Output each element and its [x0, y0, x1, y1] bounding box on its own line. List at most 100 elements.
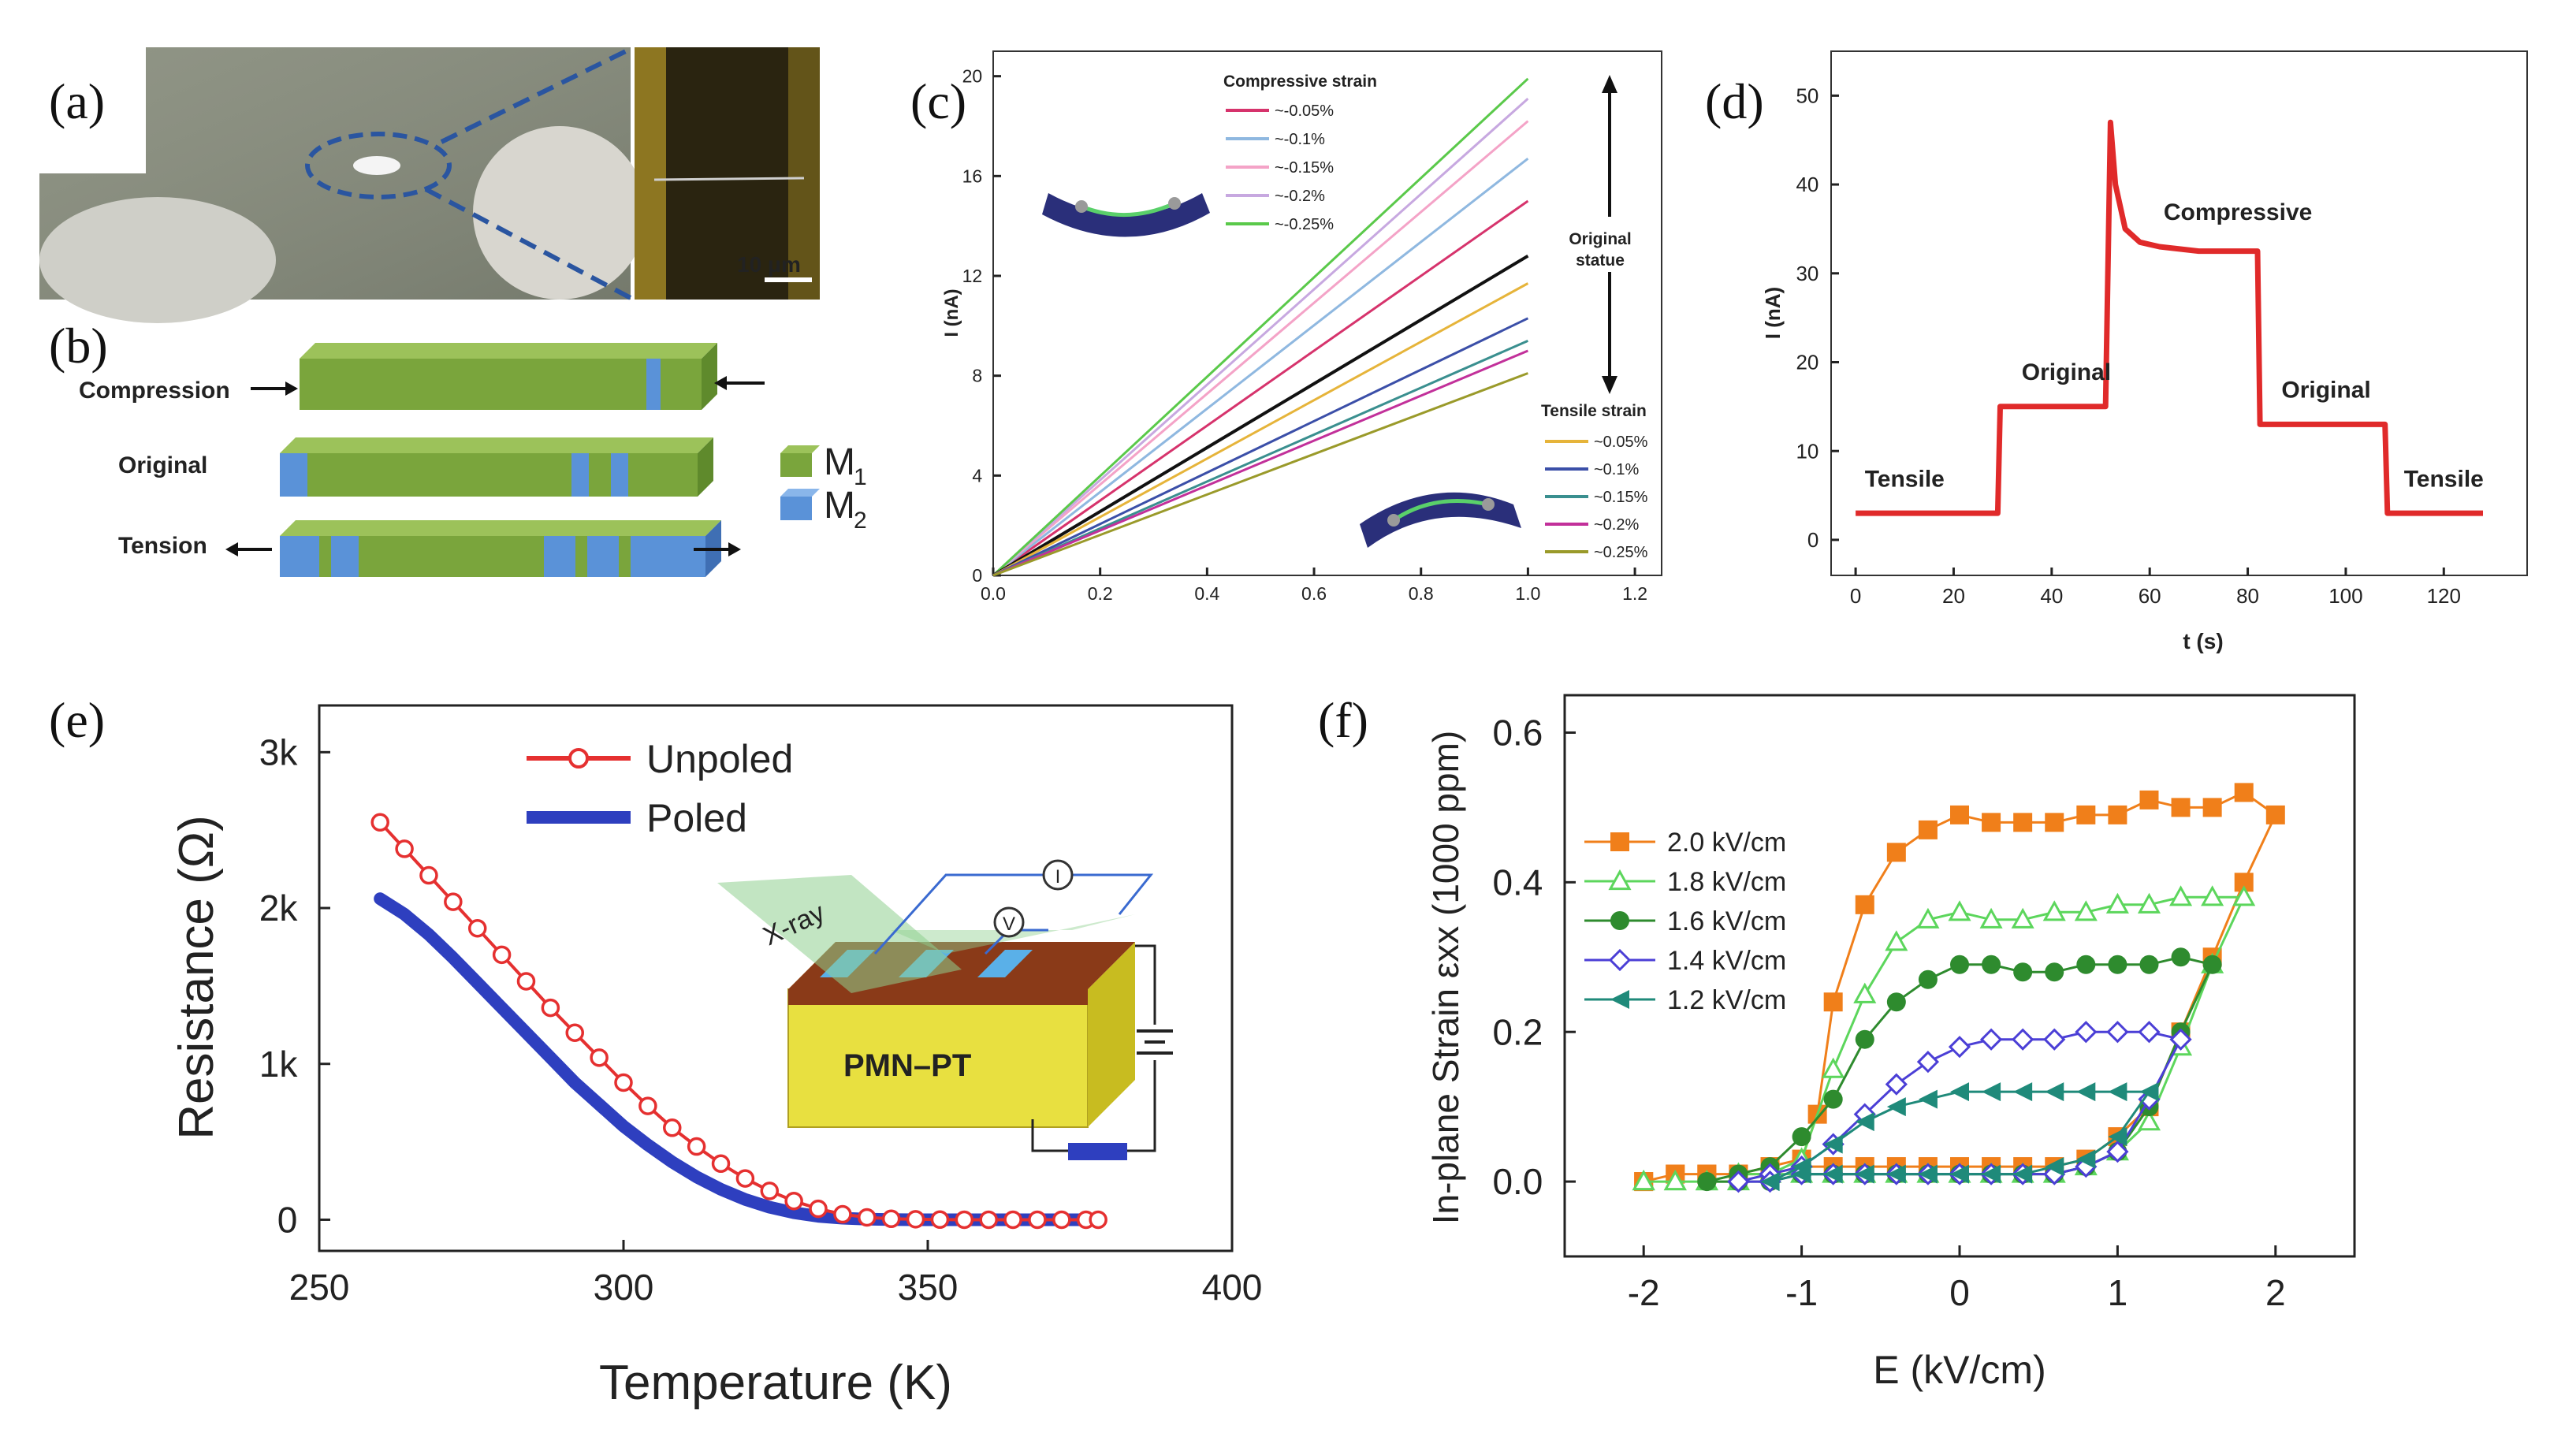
data-point — [2045, 813, 2064, 832]
y-tick-label: 20 — [962, 66, 983, 87]
data-point — [1886, 843, 1906, 862]
series-line — [1644, 895, 2247, 1183]
y-tick-label: 20 — [1796, 351, 1818, 374]
legend-label: 2.0 kV/cm — [1667, 828, 1786, 858]
data-point — [2012, 1028, 2034, 1051]
data-point — [1727, 1170, 1750, 1193]
legend-label: ~-0.1% — [1275, 131, 1325, 148]
y-tick-label: 2k — [259, 888, 299, 929]
data-point — [2137, 1110, 2161, 1131]
legend-sub-m2: 2 — [854, 508, 867, 534]
data-point — [1950, 955, 1969, 974]
legend-label-poled: Poled — [646, 796, 747, 840]
data-point-unpoled — [590, 1048, 609, 1067]
series-line-tensile — [992, 282, 1529, 577]
data-point — [2045, 1082, 2064, 1102]
x-tick-label: 0.4 — [1194, 583, 1219, 604]
original-label-line2: statue — [1576, 251, 1625, 270]
data-point — [2232, 885, 2256, 906]
data-point-unpoled — [1052, 1210, 1071, 1230]
arrowhead-tension-left — [225, 542, 238, 556]
data-point — [2139, 790, 2159, 809]
wire-current-return — [1072, 873, 1154, 915]
series-line-original — [992, 254, 1529, 577]
inset-label-substrate: PMN–PT — [843, 1048, 971, 1083]
ammeter — [1042, 859, 1074, 891]
legend-label-unpoled: Unpoled — [646, 737, 793, 781]
wire-current — [873, 873, 1048, 955]
data-point — [2139, 955, 2159, 974]
y-tick-label: 8 — [972, 366, 982, 386]
data-point — [2202, 955, 2222, 974]
series-line-compressive — [992, 120, 1529, 577]
data-point — [2013, 1164, 2033, 1184]
data-point — [1608, 869, 1632, 891]
label-tension: Tension — [118, 533, 207, 559]
x-tick-label: 0.6 — [1301, 583, 1327, 604]
data-point — [2076, 955, 2096, 974]
legend-label-m1: M — [824, 441, 855, 483]
arrowhead-compression-left — [285, 381, 298, 396]
series-line-compressive — [992, 77, 1529, 577]
data-point — [2042, 900, 2066, 921]
series-line-tensile — [992, 317, 1529, 577]
arrowhead-tension-right — [728, 542, 741, 556]
data-point — [1982, 1082, 2001, 1102]
chart-d-ticks: 0 20 40 60 80 100 120 0 10 20 30 40 50 — [1796, 84, 2461, 608]
data-point-unpoled — [858, 1208, 877, 1227]
data-point — [2108, 805, 2127, 824]
x-tick-label: 2 — [2265, 1272, 2286, 1313]
data-point — [2013, 813, 2033, 832]
data-point — [1823, 1089, 1843, 1109]
chart-f-series — [1632, 783, 2285, 1193]
data-point — [2011, 907, 2034, 929]
x-tick-label: 0.0 — [981, 583, 1006, 604]
data-point-unpoled — [444, 892, 463, 911]
data-point — [2201, 885, 2224, 906]
x-tick-label: 0 — [1949, 1272, 1970, 1313]
y-tick-label: 10 — [1796, 439, 1818, 463]
legend-tensile-title: Tensile strain — [1541, 402, 1647, 420]
legend-label: ~-0.2% — [1275, 188, 1325, 205]
data-point — [1697, 1172, 1717, 1192]
data-point — [1855, 895, 1874, 914]
device-icon-compressive — [1042, 193, 1210, 237]
panel-label-b: (b) — [49, 318, 108, 374]
micrograph-edge-left — [635, 47, 666, 300]
data-point — [1950, 1164, 1969, 1184]
legend-label: ~0.05% — [1594, 434, 1648, 451]
data-point — [1918, 969, 1938, 989]
legend-m2: M 2 — [780, 485, 867, 534]
chart-c-legend: ~-0.05% ~-0.1% ~-0.15% ~-0.2% ~-0.25% ~0.05% ~… — [1226, 102, 1648, 561]
x-tick-label: -1 — [1785, 1272, 1818, 1313]
data-point — [1823, 992, 1843, 1012]
data-point-unpoled — [784, 1191, 803, 1211]
data-point — [1885, 930, 1908, 951]
y-tick-label: 4 — [972, 465, 982, 486]
data-point — [2138, 1021, 2161, 1044]
data-point — [2013, 1082, 2033, 1102]
panel-d: (d) 0 20 40 60 80 100 120 0 10 20 30 40 50 Tensile Or… — [1705, 50, 2528, 653]
chart-e-xlabel: Temperature (K) — [599, 1356, 952, 1410]
data-point-unpoled — [1089, 1210, 1107, 1230]
data-point-unpoled — [516, 972, 536, 991]
x-tick-label: 1.2 — [1622, 583, 1647, 604]
y-tick-label: 1k — [259, 1044, 299, 1085]
data-point — [1855, 1112, 1874, 1132]
voltmeter — [993, 906, 1025, 938]
bar-compression — [300, 343, 717, 410]
data-point — [1886, 992, 1906, 1012]
chart-e-ylabel: Resistance (Ω) — [169, 815, 224, 1140]
data-point — [2108, 1082, 2127, 1102]
label-background — [39, 47, 146, 173]
x-tick-label: 20 — [1942, 584, 1965, 608]
data-point — [1918, 1164, 1938, 1184]
x-tick-label: 250 — [289, 1267, 350, 1308]
data-point — [1632, 1169, 1655, 1191]
x-tick-label: 1.0 — [1515, 583, 1540, 604]
data-point-unpoled — [979, 1210, 998, 1230]
data-point-unpoled — [906, 1210, 925, 1229]
data-point — [1916, 907, 1940, 929]
chart-d-annotations: Tensile Original Compressive Original Tensil… — [1865, 199, 2484, 492]
data-point-unpoled — [930, 1210, 950, 1230]
